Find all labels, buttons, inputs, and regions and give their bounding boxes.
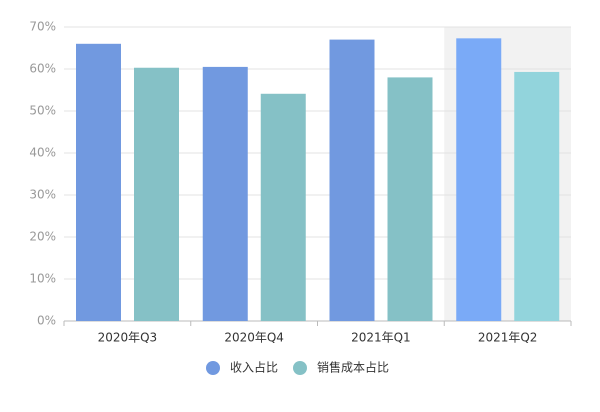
y-tick-label: 20% bbox=[29, 230, 56, 244]
y-tick-label: 0% bbox=[37, 314, 56, 328]
legend-label[interactable]: 销售成本占比 bbox=[317, 360, 389, 375]
bar[interactable] bbox=[202, 66, 248, 322]
bar[interactable] bbox=[514, 71, 560, 321]
bar[interactable] bbox=[329, 39, 375, 321]
x-tick-label: 2020年Q3 bbox=[98, 331, 158, 345]
x-tick-label: 2021年Q2 bbox=[478, 331, 538, 345]
y-tick-label: 60% bbox=[29, 62, 56, 76]
bar[interactable] bbox=[387, 77, 433, 322]
y-tick-label: 70% bbox=[29, 20, 56, 34]
bar[interactable] bbox=[76, 43, 121, 322]
x-tick-label: 2020年Q4 bbox=[224, 331, 284, 345]
bar[interactable] bbox=[260, 93, 306, 321]
legend-label[interactable]: 收入占比 bbox=[230, 360, 278, 375]
y-tick-label: 10% bbox=[29, 272, 56, 286]
y-tick-label: 40% bbox=[29, 146, 56, 160]
legend-marker[interactable] bbox=[206, 361, 220, 375]
x-tick-label: 2021年Q1 bbox=[351, 331, 411, 345]
legend-marker[interactable] bbox=[293, 361, 307, 375]
y-tick-label: 30% bbox=[29, 188, 56, 202]
bar[interactable] bbox=[456, 38, 502, 322]
bar[interactable] bbox=[134, 67, 179, 322]
y-tick-label: 50% bbox=[29, 104, 56, 118]
